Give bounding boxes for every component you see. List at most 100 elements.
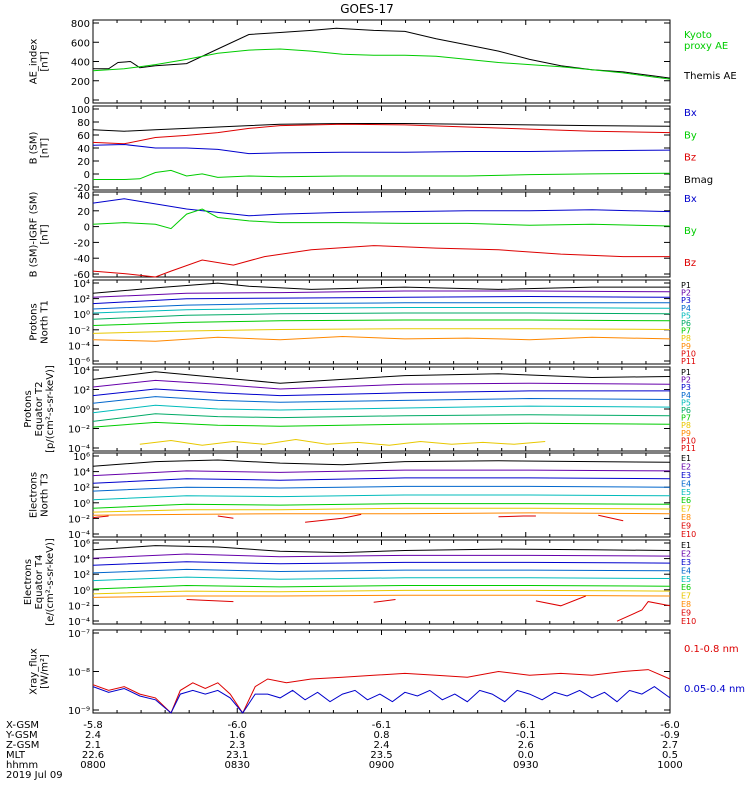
series-line (92, 295, 671, 305)
y-tick-label: 40 (77, 144, 90, 155)
series-line (92, 584, 671, 590)
x-tick-label: -6.1 (372, 720, 392, 731)
x-row-label: X-GSM (6, 720, 39, 731)
y-tick-label: 10⁻² (68, 601, 90, 612)
series-line (92, 282, 670, 294)
y-tick-label: 0 (84, 96, 90, 107)
panel-frame (92, 366, 671, 452)
x-row-label: Y-GSM (5, 730, 38, 741)
series-line (92, 421, 671, 428)
y-tick-label: 10⁴ (73, 366, 90, 377)
x-tick-label: -6.0 (660, 720, 680, 731)
x-tick-label: 22.6 (82, 750, 104, 761)
x-row-label: hhmm (6, 760, 38, 771)
series-line (92, 48, 671, 80)
legend-entry: P5 (681, 311, 691, 320)
legend-entry: E4 (681, 479, 691, 488)
legend-entry: P11 (681, 444, 696, 453)
y-tick-label: 10⁻⁴ (68, 341, 90, 352)
y-axis-label: [e/(cm²-s-sr-keV)] (45, 538, 56, 626)
y-tick-label: 60 (77, 131, 90, 142)
y-tick-label: 0 (84, 223, 90, 234)
x-tick-label: 2.1 (85, 740, 101, 751)
legend-entry: P10 (681, 436, 696, 445)
legend-entry: P9 (681, 342, 691, 351)
y-tick-label: 10² (73, 295, 90, 306)
legend-entry: E9 (681, 609, 691, 618)
legend-entry: P9 (681, 429, 691, 438)
y-tick-label: 80 (77, 118, 90, 129)
series-line (373, 599, 396, 603)
series-line (92, 388, 670, 397)
series-line (92, 669, 671, 715)
series-line (186, 599, 234, 603)
x-tick-label: 0.5 (662, 750, 678, 761)
y-tick-label: 600 (71, 38, 90, 49)
legend-entry: E1 (681, 541, 691, 550)
legend-entry: P4 (681, 391, 691, 400)
y-axis-label: North T1 (40, 300, 51, 344)
legend-entry: P2 (681, 289, 691, 298)
x-tick-label: 2.6 (518, 740, 534, 751)
x-tick-label: -0.1 (516, 730, 536, 741)
y-axis-label: [nT] (40, 138, 51, 158)
x-tick-label: -0.9 (660, 730, 680, 741)
series-line (92, 328, 671, 334)
x-tick-label: 0830 (225, 760, 250, 771)
series-line (93, 27, 671, 79)
y-tick-label: 10⁻² (68, 326, 90, 337)
y-axis-label: Xray_flux (29, 648, 40, 695)
legend-entry: By (684, 226, 697, 237)
series-line (217, 515, 234, 519)
y-axis-label: B (SM)-IGRF (SM) (29, 192, 40, 278)
x-tick-label: 23.1 (226, 750, 248, 761)
legend-entry: P2 (681, 376, 691, 385)
panel-bigrf: 40 20 0 -20 -40 -60 B (SM)-IGRF (SM) [nT] Bx By Bz (29, 191, 697, 281)
series-line (92, 307, 671, 314)
series-line (92, 686, 671, 714)
legend-entry: Kyoto (684, 30, 712, 41)
legend-entry: Bz (684, 153, 696, 164)
legend-entry: P8 (681, 421, 691, 430)
x-tick-label: -5.8 (83, 720, 103, 731)
legend-entry: P4 (681, 304, 691, 313)
legend-entry: P7 (681, 327, 691, 336)
y-tick-label: 10⁻⁸ (68, 668, 90, 679)
legend-entry: Themis AE (683, 71, 737, 82)
series-line (92, 404, 671, 414)
legend-entry: By (684, 130, 697, 141)
series-line (92, 143, 671, 155)
y-tick-label: 10⁻² (68, 514, 90, 525)
y-tick-label: 10⁴ (73, 279, 90, 290)
legend-entry: P3 (681, 383, 691, 392)
panel-pe: 10⁴ 10² 10⁰ 10⁻² 10⁻⁴ Protons Equator T2 [p/(cm… (23, 365, 696, 455)
legend-entry: E1 (681, 454, 691, 463)
y-tick-label: -20 (74, 238, 90, 249)
y-axis-label: B (SM) (29, 131, 40, 164)
y-axis-label: [p/(cm²-s-sr-keV)] (45, 365, 56, 453)
y-axis-label: Protons (23, 390, 34, 427)
series-line (92, 589, 671, 595)
series-line (498, 515, 536, 518)
y-axis-label: North T3 (40, 473, 51, 517)
y-axis-label: Electrons (23, 559, 34, 605)
y-tick-label: 0 (84, 170, 90, 181)
series-line (92, 512, 671, 516)
x-tick-label: 2.4 (85, 730, 101, 741)
y-axis-label: [nT] (40, 51, 51, 71)
y-tick-label: 10⁻⁷ (68, 629, 90, 640)
x-tick-label: 2.4 (374, 740, 390, 751)
legend-entry: E5 (681, 488, 691, 497)
y-tick-label: 10⁻⁴ (68, 617, 90, 628)
series-line (92, 319, 671, 326)
x-tick-label: 1000 (657, 760, 682, 771)
series-line (92, 379, 671, 390)
panel-ee: 10⁶ 10⁴ 10² 10⁰ 10⁻² 10⁻⁴ Electrons Equator T4[… (23, 538, 696, 628)
series-line (92, 594, 671, 598)
x-tick-label: 0930 (513, 760, 538, 771)
legend-entry: E7 (681, 505, 691, 514)
y-axis-label: AE_index (29, 39, 40, 85)
series-line (92, 413, 671, 422)
